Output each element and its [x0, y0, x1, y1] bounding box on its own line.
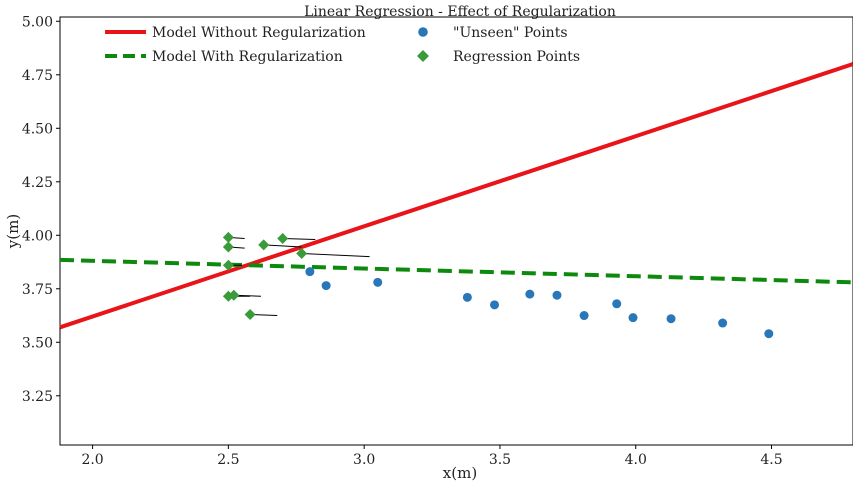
legend-label-unseen-points: "Unseen" Points — [453, 25, 568, 41]
regression-point — [228, 289, 240, 301]
regression-point — [296, 247, 308, 259]
axes-layer: 2.0 2.5 3.0 3.5 4.0 4.5 3.25 3.50 3.75 4.00 4.25 4.… — [22, 14, 783, 468]
regression-point — [222, 259, 234, 271]
unseen-point — [628, 313, 638, 323]
unseen-point — [373, 277, 383, 287]
legend-marker-regression-points — [417, 50, 429, 62]
y-axis-label: y(m) — [4, 214, 22, 249]
regression-point — [222, 231, 234, 243]
regression-point — [277, 232, 289, 244]
y-tick-label: 5.00 — [22, 14, 53, 30]
x-tick-label: 2.0 — [81, 452, 103, 468]
y-tick-label: 4.00 — [22, 228, 53, 244]
unseen-point — [525, 289, 535, 299]
x-tick-label: 2.5 — [217, 452, 239, 468]
regression-point-arrow — [282, 237, 316, 241]
unseen-point — [305, 267, 315, 277]
y-tick-label: 3.75 — [22, 282, 53, 298]
plot-frame — [59, 16, 853, 446]
regression-point — [258, 239, 270, 251]
legend-label-model-without-regularization: Model Without Regularization — [152, 25, 366, 41]
unseen-point — [552, 290, 562, 300]
regression-point — [244, 308, 256, 320]
unseen-point — [764, 329, 774, 339]
points-layer — [222, 231, 774, 339]
series-line-model-with-reg — [59, 257, 853, 285]
series-line-model-without-reg — [59, 62, 853, 330]
unseen-point — [718, 318, 728, 328]
legend-label-model-with-regularization: Model With Regularization — [152, 49, 343, 65]
y-tick-label: 3.50 — [22, 335, 53, 351]
chart-title: Linear Regression - Effect of Regulariza… — [304, 4, 616, 20]
x-axis-label: x(m) — [443, 464, 477, 482]
unseen-point — [579, 311, 589, 321]
unseen-point — [666, 314, 676, 324]
y-tick-label: 3.25 — [22, 389, 53, 405]
x-tick-label: 3.0 — [353, 452, 375, 468]
unseen-point — [321, 281, 331, 291]
unseen-point — [462, 292, 472, 302]
legend-marker-unseen-points — [418, 27, 428, 37]
y-tick-label: 4.50 — [22, 121, 53, 137]
regression-point-arrow — [301, 252, 370, 258]
y-tick-label: 4.25 — [22, 175, 53, 191]
y-tick-label: 4.75 — [22, 68, 53, 84]
x-tick-label: 3.5 — [489, 452, 511, 468]
unseen-point — [612, 299, 622, 309]
x-tick-label: 4.0 — [625, 452, 647, 468]
x-tick-label: 4.5 — [760, 452, 782, 468]
legend: Model Without Regularization Model With … — [105, 25, 580, 65]
series-layer — [59, 62, 853, 330]
legend-label-regression-points: Regression Points — [453, 49, 580, 65]
regression-point — [222, 241, 234, 253]
regression-point-arrow — [263, 244, 302, 248]
unseen-point — [490, 300, 500, 310]
